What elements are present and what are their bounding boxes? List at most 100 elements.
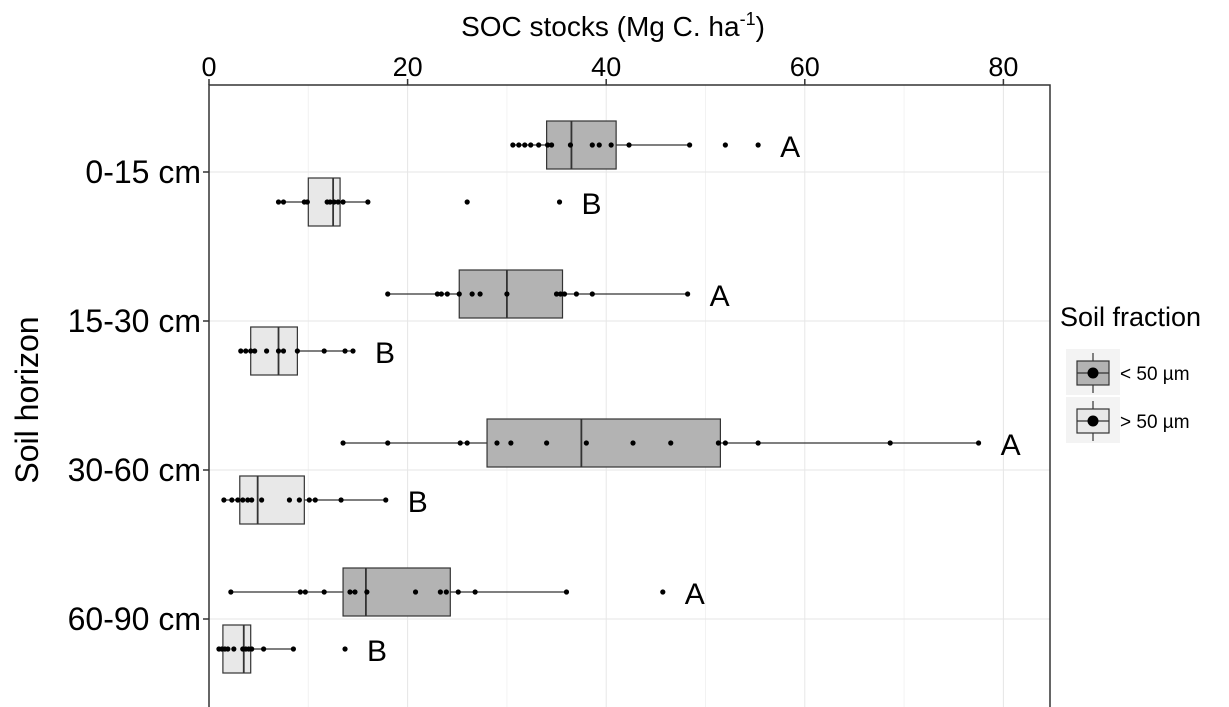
data-point xyxy=(668,440,674,446)
data-point xyxy=(286,497,293,503)
significance-letter: A xyxy=(1001,429,1021,462)
data-point xyxy=(342,646,348,652)
x-tick-label: 20 xyxy=(393,52,423,82)
data-point xyxy=(755,440,761,446)
data-point xyxy=(722,440,728,446)
data-point xyxy=(352,589,358,595)
data-point xyxy=(456,291,462,297)
data-point xyxy=(557,291,564,297)
data-point xyxy=(687,142,693,148)
axes: 0 20 40 60 80 0-15 cm 15-30 cm 30-60 cm 60-90 cm xyxy=(68,52,1019,637)
data-point xyxy=(365,199,371,205)
data-point xyxy=(630,440,636,446)
data-point xyxy=(225,646,231,652)
data-point xyxy=(438,291,444,297)
x-axis-title: SOC stocks (Mg C. ha-1) xyxy=(461,9,765,42)
data-point xyxy=(556,199,563,205)
significance-letter: A xyxy=(710,280,730,313)
y-tick-label: 60-90 cm xyxy=(68,601,201,637)
data-point xyxy=(296,497,302,503)
data-point xyxy=(685,291,691,297)
data-point xyxy=(383,497,389,503)
data-point xyxy=(321,348,327,354)
data-point xyxy=(563,589,570,595)
significance-letter: B xyxy=(582,188,602,221)
data-point xyxy=(229,497,235,503)
data-point xyxy=(240,497,246,503)
data-point xyxy=(280,199,287,205)
significance-letter: B xyxy=(367,635,387,668)
data-point xyxy=(350,348,356,354)
data-point xyxy=(243,348,249,354)
data-point xyxy=(508,440,514,446)
significance-letter: B xyxy=(375,337,395,370)
y-axis-title: Soil horizon xyxy=(9,316,45,483)
y-tick-label: 0-15 cm xyxy=(85,154,201,190)
data-point xyxy=(275,348,282,354)
data-point xyxy=(364,589,370,595)
y-tick-label: 30-60 cm xyxy=(68,452,201,488)
legend-entry-label: < 50 µm xyxy=(1120,364,1190,385)
data-point xyxy=(302,589,308,595)
data-point xyxy=(437,589,443,595)
significance-letter: A xyxy=(685,578,705,611)
data-point xyxy=(722,142,728,148)
data-point xyxy=(249,497,255,503)
data-point xyxy=(443,589,449,595)
data-point xyxy=(457,440,463,446)
data-point xyxy=(975,440,982,446)
data-point xyxy=(231,646,237,652)
data-point xyxy=(516,142,522,148)
box xyxy=(342,567,451,617)
box xyxy=(546,120,617,170)
x-tick-label: 0 xyxy=(201,52,216,82)
significance-letter: A xyxy=(780,131,800,164)
data-point xyxy=(472,589,478,595)
data-point xyxy=(340,199,346,205)
data-point xyxy=(626,142,632,148)
box xyxy=(458,269,564,319)
data-point xyxy=(245,497,251,503)
data-point xyxy=(464,440,470,446)
data-point xyxy=(589,142,595,148)
data-point xyxy=(290,646,297,652)
data-point xyxy=(464,199,470,205)
box xyxy=(486,418,721,468)
data-point xyxy=(252,348,258,354)
data-point xyxy=(228,589,234,595)
data-point xyxy=(553,291,560,297)
data-point xyxy=(561,291,568,297)
legend-key-point xyxy=(1087,415,1099,427)
data-point xyxy=(321,589,327,595)
data-point xyxy=(338,497,344,503)
legend-entry-label: > 50 µm xyxy=(1120,412,1190,433)
plot-panel-border xyxy=(208,84,1051,707)
data-point xyxy=(660,589,666,595)
data-point xyxy=(261,646,267,652)
data-point xyxy=(536,142,542,148)
data-point xyxy=(221,497,227,503)
data-point xyxy=(304,199,310,205)
data-point xyxy=(510,142,516,148)
data-point xyxy=(545,142,551,148)
data-point xyxy=(596,142,602,148)
data-point xyxy=(249,646,255,652)
data-point xyxy=(347,589,353,595)
data-point xyxy=(715,440,722,446)
data-point xyxy=(280,348,287,354)
data-point xyxy=(755,142,761,148)
data-point xyxy=(275,199,282,205)
box xyxy=(250,326,298,376)
data-point xyxy=(238,348,244,354)
data-point xyxy=(583,440,589,446)
data-point xyxy=(263,348,270,354)
data-point xyxy=(259,497,265,503)
data-point xyxy=(434,291,440,297)
data-point xyxy=(494,440,500,446)
data-point xyxy=(297,589,303,595)
data-point xyxy=(544,440,550,446)
x-tick-label: 40 xyxy=(591,52,621,82)
x-tick-label: 60 xyxy=(790,52,820,82)
data-point xyxy=(887,440,893,446)
